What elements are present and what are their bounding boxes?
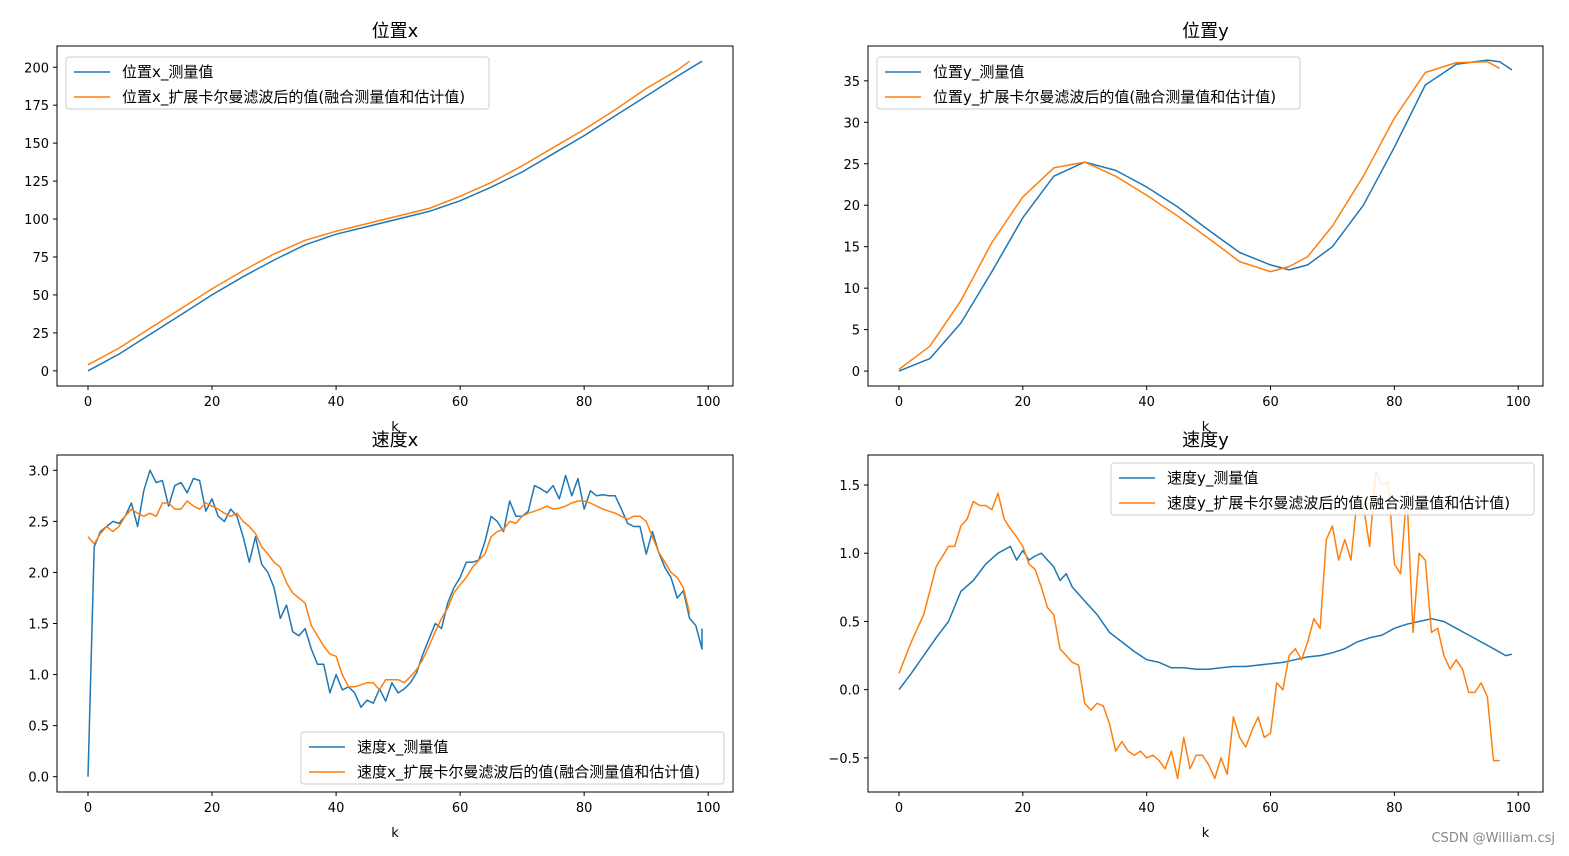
chart-panel-1: 位置x 0 20 40 60 80 100 0 25 50 75 100 125 150 175 200 k 位置… (24, 21, 734, 435)
legend-box (300, 731, 725, 785)
y-tick-label: 0.0 (839, 684, 860, 699)
y-tick-label: 25 (32, 327, 49, 342)
x-tick-label: 40 (328, 395, 345, 410)
y-tick-label: −0.5 (828, 752, 860, 767)
series-line-2 (898, 470, 1500, 780)
legend-entry: 位置x_测量值 (122, 63, 213, 82)
legend-box (1110, 462, 1535, 516)
x-tick-label: 60 (452, 801, 469, 816)
x-tick-label: 20 (1015, 801, 1032, 816)
axes-frame (56, 45, 734, 387)
y-tick-label: 50 (32, 289, 49, 304)
y-tick-label: 0.0 (28, 771, 49, 786)
y-tick-label: 200 (24, 61, 49, 76)
x-tick-label: 100 (1506, 801, 1531, 816)
y-tick-label: 0 (41, 365, 49, 380)
x-axis-label: k (1202, 826, 1210, 841)
x-tick-label: 0 (84, 801, 92, 816)
y-tick-label: 0.5 (28, 720, 49, 735)
y-tick-label: 175 (24, 99, 49, 114)
y-tick-label: 0 (852, 365, 860, 380)
chart-title: 速度y (1182, 430, 1229, 451)
x-tick-label: 40 (1138, 395, 1155, 410)
y-tick-label: 2.5 (28, 515, 49, 530)
legend-entry: 位置x_扩展卡尔曼滤波后的值(融合测量值和估计值) (122, 88, 465, 107)
legend-box (65, 56, 490, 110)
x-tick-label: 60 (1262, 395, 1279, 410)
x-tick-label: 0 (84, 395, 92, 410)
series-line-2 (87, 60, 691, 366)
y-tick-label: 75 (32, 251, 49, 266)
legend-entry: 位置y_扩展卡尔曼滤波后的值(融合测量值和估计值) (933, 88, 1276, 107)
chart-title: 速度x (372, 430, 419, 451)
y-tick-label: 1.0 (839, 547, 860, 562)
x-tick-label: 60 (1262, 801, 1279, 816)
plot-area (898, 59, 1513, 372)
legend-entry: 位置y_测量值 (933, 63, 1024, 82)
y-tick-label: 10 (843, 282, 860, 297)
x-tick-label: 20 (204, 801, 221, 816)
chart-title: 位置x (372, 21, 419, 42)
chart-panel-3: 速度x 0 20 40 60 80 100 0.0 0.5 1.0 1.5 2.0 2.5 3.0 k 速度x… (28, 430, 734, 841)
x-axis-label: k (391, 826, 399, 841)
series-line-1 (87, 60, 703, 372)
axes-frame (867, 454, 1544, 793)
chart-title: 位置y (1182, 21, 1229, 42)
y-tick-label: 125 (24, 175, 49, 190)
y-tick-label: 3.0 (28, 464, 49, 479)
series-line-1 (898, 59, 1513, 372)
x-tick-label: 40 (328, 801, 345, 816)
legend-box (876, 56, 1301, 110)
y-tick-label: 2.0 (28, 566, 49, 581)
legend-entry: 速度y_测量值 (1167, 469, 1258, 488)
x-tick-label: 80 (1386, 801, 1403, 816)
series-line-1 (898, 545, 1513, 691)
series-line-2 (898, 61, 1501, 370)
y-tick-label: 30 (843, 116, 860, 131)
axes-frame (56, 454, 734, 793)
y-tick-label: 0.5 (839, 615, 860, 630)
legend-entry: 速度y_扩展卡尔曼滤波后的值(融合测量值和估计值) (1167, 494, 1510, 513)
y-tick-label: 150 (24, 137, 49, 152)
x-axis-label: k (1202, 420, 1210, 435)
y-tick-label: 1.5 (839, 479, 860, 494)
x-tick-label: 20 (204, 395, 221, 410)
legend-entry: 速度x_扩展卡尔曼滤波后的值(融合测量值和估计值) (357, 763, 700, 782)
x-tick-label: 0 (895, 801, 903, 816)
series-line-1 (87, 469, 703, 777)
y-tick-label: 25 (843, 158, 860, 173)
watermark: CSDN @William.csj (1431, 831, 1555, 846)
plot-area (87, 469, 703, 777)
x-axis-label: k (391, 420, 399, 435)
x-tick-label: 100 (696, 395, 721, 410)
x-tick-label: 40 (1138, 801, 1155, 816)
x-tick-label: 100 (1506, 395, 1531, 410)
x-tick-label: 80 (576, 395, 593, 410)
series-line-2 (87, 500, 691, 691)
y-tick-label: 5 (852, 324, 860, 339)
x-tick-label: 20 (1015, 395, 1032, 410)
x-tick-label: 0 (895, 395, 903, 410)
y-tick-label: 1.0 (28, 669, 49, 684)
y-tick-label: 100 (24, 213, 49, 228)
y-tick-label: 1.5 (28, 618, 49, 633)
plot-area (898, 470, 1513, 780)
y-tick-label: 15 (843, 241, 860, 256)
plot-area (87, 60, 703, 372)
x-tick-label: 100 (696, 801, 721, 816)
x-tick-label: 80 (576, 801, 593, 816)
axes-frame (867, 45, 1544, 387)
y-tick-label: 20 (843, 199, 860, 214)
x-tick-label: 60 (452, 395, 469, 410)
y-tick-label: 35 (843, 75, 860, 90)
legend-entry: 速度x_测量值 (357, 738, 448, 757)
x-tick-label: 80 (1386, 395, 1403, 410)
